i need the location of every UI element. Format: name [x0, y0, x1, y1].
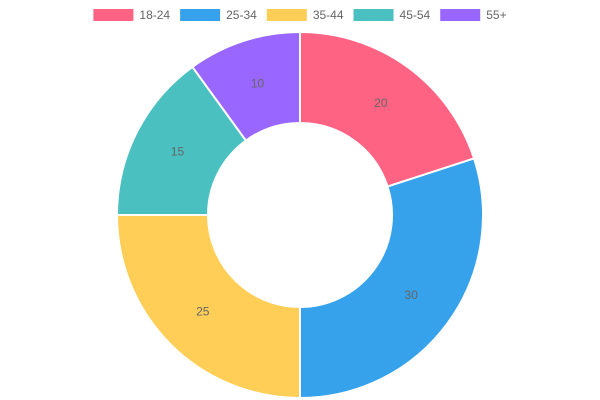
data-label: 10	[251, 76, 265, 90]
slice	[115, 214, 301, 400]
legend-swatch	[353, 9, 394, 21]
slice	[115, 65, 248, 216]
legend-item: 35-44	[266, 8, 344, 22]
data-label: 30	[405, 288, 419, 302]
legend-label: 18-24	[139, 8, 170, 22]
data-label: 25	[196, 304, 210, 318]
legend: 18-24 25-34 35-44 45-54 55+	[93, 8, 507, 22]
legend-item: 55+	[440, 8, 507, 22]
legend-swatch	[266, 9, 307, 21]
legend-label: 25-34	[226, 8, 257, 22]
legend-item: 45-54	[353, 8, 431, 22]
legend-label: 45-54	[400, 8, 431, 22]
legend-label: 55+	[486, 8, 506, 22]
slice	[299, 30, 476, 188]
legend-swatch	[440, 9, 481, 21]
legend-swatch	[93, 9, 134, 21]
data-label: 15	[171, 145, 185, 159]
slice	[299, 157, 484, 400]
data-label: 20	[374, 96, 388, 110]
legend-swatch	[180, 9, 221, 21]
legend-item: 18-24	[93, 8, 170, 22]
slice	[191, 30, 301, 142]
legend-label: 35-44	[313, 8, 344, 22]
legend-item: 25-34	[180, 8, 257, 22]
